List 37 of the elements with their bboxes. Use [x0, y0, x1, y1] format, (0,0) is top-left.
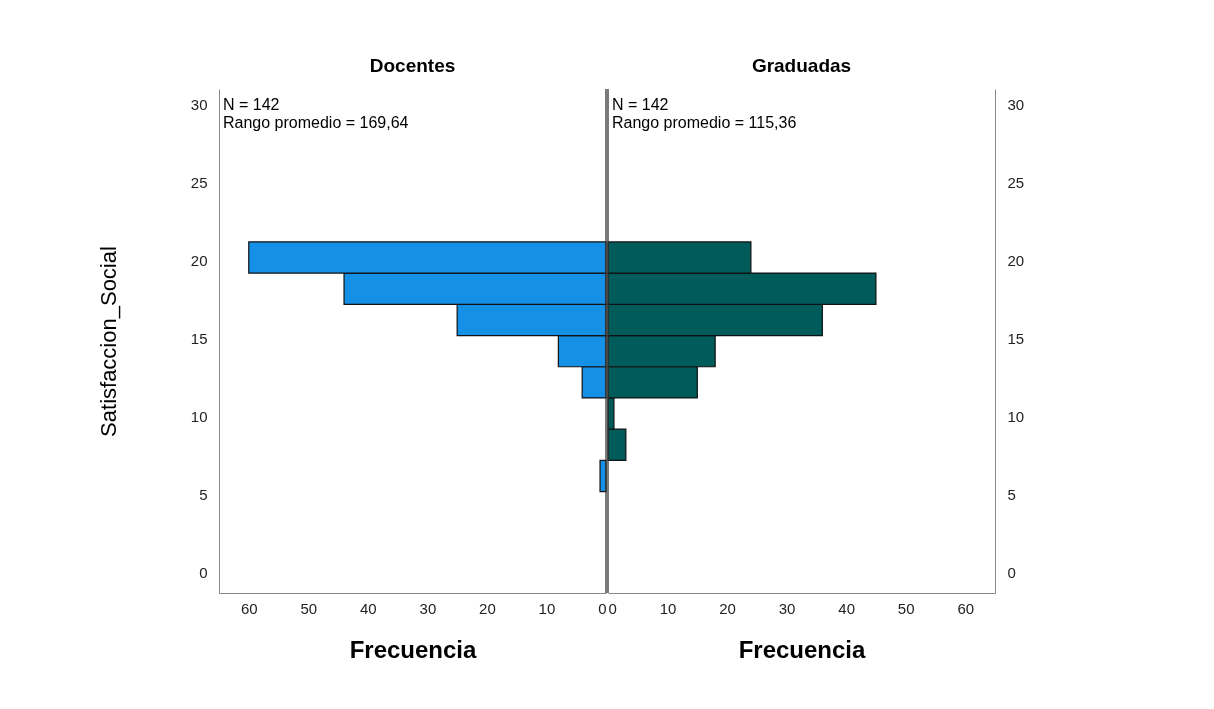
y-tick-label: 10 — [1007, 408, 1025, 426]
y-tick-label: 5 — [1007, 486, 1016, 504]
annotation: N = 142 — [223, 96, 280, 113]
x-axis-title: Frecuencia — [349, 635, 478, 663]
x-tick-label: 30 — [419, 599, 437, 617]
annotation: Rango promedio = 115,36 — [612, 114, 797, 131]
x-tick-label: 40 — [360, 599, 377, 617]
y-tick-label: 15 — [1007, 330, 1025, 348]
x-tick-label: 0 — [598, 599, 607, 617]
annotation: N = 142 — [612, 96, 669, 113]
y-tick-label: 10 — [190, 408, 208, 426]
x-tick-label: 60 — [240, 599, 258, 617]
y-tick-label: 30 — [1007, 96, 1025, 114]
annotation: Rango promedio = 169,64 — [223, 114, 409, 131]
y-tick-label: 20 — [1007, 252, 1025, 270]
x-tick-label: 20 — [719, 599, 736, 617]
chart-title: Graduadas — [751, 55, 852, 77]
y-tick-label: 0 — [199, 564, 208, 582]
x-tick-label: 10 — [659, 599, 677, 617]
x-tick-label: 30 — [778, 599, 796, 617]
x-tick-label: 10 — [538, 599, 556, 617]
y-tick-label: 5 — [199, 486, 208, 504]
y-tick-label: 15 — [190, 330, 208, 348]
x-tick-label: 50 — [300, 599, 318, 617]
y-tick-label: 25 — [190, 174, 208, 192]
y-tick-label: 30 — [190, 96, 208, 114]
x-tick-label: 60 — [957, 599, 975, 617]
chart-title: Docentes — [369, 55, 456, 77]
x-tick-label: 50 — [897, 599, 915, 617]
x-tick-label: 40 — [838, 599, 855, 617]
y-tick-label: 20 — [190, 252, 208, 270]
x-tick-label: 0 — [608, 599, 617, 617]
x-axis-title: Frecuencia — [738, 635, 867, 663]
y-tick-label: 25 — [1007, 174, 1025, 192]
y-axis-title: Satisfaccion_Social — [95, 246, 121, 437]
y-tick-label: 0 — [1007, 564, 1016, 582]
x-tick-label: 20 — [479, 599, 496, 617]
